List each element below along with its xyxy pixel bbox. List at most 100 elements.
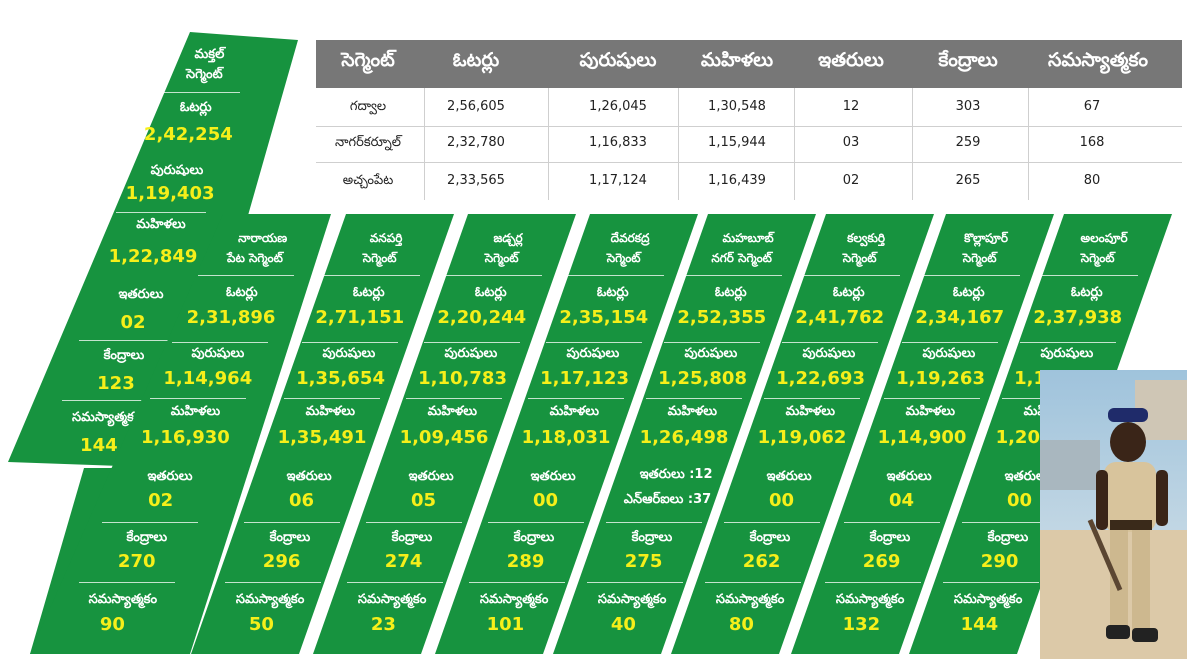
- problematic-label: సమస్యాత్మకం: [72, 410, 141, 425]
- cell: గద్వాల: [349, 99, 387, 114]
- divider: [678, 88, 679, 200]
- problematic-value: 90: [99, 614, 125, 635]
- header-men: పురుషులు: [579, 49, 657, 71]
- women-value: 1,09,456: [399, 427, 489, 448]
- men-value: 1,19,263: [896, 368, 985, 389]
- segment-name: సెగ్మెంట్: [185, 67, 223, 82]
- voters-label: ఓటర్లు: [352, 285, 385, 300]
- cell: 02: [842, 173, 860, 188]
- women-label: మహిళలు: [905, 404, 956, 419]
- divider: [794, 88, 795, 200]
- problematic-value: 23: [370, 614, 396, 635]
- others-label: ఇతరులు: [1004, 469, 1050, 484]
- divider: [825, 582, 922, 583]
- men-value: 1,25,808: [658, 368, 747, 389]
- centers-label: కేంద్రాలు: [869, 530, 911, 545]
- men-label: పురుషులు: [802, 346, 856, 361]
- men-label: పురుషులు: [150, 163, 204, 178]
- divider: [587, 582, 684, 583]
- cell: 1,26,045: [589, 99, 647, 114]
- voters-value: 2,52,355: [677, 307, 767, 328]
- divider: [197, 275, 294, 276]
- divider: [664, 342, 761, 343]
- centers-value: 262: [742, 551, 781, 572]
- divider: [406, 398, 503, 399]
- problematic-value: 80: [728, 614, 754, 635]
- divider: [366, 522, 463, 523]
- women-label: మహిళలు: [170, 404, 221, 419]
- divider: [1028, 88, 1029, 200]
- women-value: 1,19,062: [757, 427, 847, 448]
- divider: [62, 400, 153, 401]
- men-value: 1,10,783: [418, 368, 507, 389]
- cell: 12: [842, 99, 860, 114]
- men-value: 1,14,964: [163, 368, 253, 389]
- segment-name: సెగ్మెంట్: [362, 251, 397, 265]
- header-problematic: సమస్యాత్మకం: [1047, 49, 1149, 71]
- divider: [225, 582, 322, 583]
- divider: [548, 88, 549, 200]
- centers-label: కేంద్రాలు: [749, 530, 791, 545]
- segment-name: అలంపూర్: [1080, 231, 1128, 245]
- segment-name: సెగ్మెంట్: [842, 251, 877, 265]
- table-header: సెగ్మెంట్ ఓటర్లు పురుషులు మహిళలు ఇతరులు …: [316, 40, 1182, 88]
- divider: [705, 582, 802, 583]
- problematic-label: సమస్యాత్మకం: [235, 592, 305, 607]
- voters-value: 2,35,154: [559, 307, 649, 328]
- problematic-label: సమస్యాత్మకం: [357, 592, 427, 607]
- voters-label: ఓటర్లు: [832, 285, 865, 300]
- problematic-value: 40: [610, 614, 636, 635]
- cell: 67: [1083, 99, 1101, 114]
- divider: [323, 275, 420, 276]
- centers-value: 269: [862, 551, 901, 572]
- police-officer-photo: [1040, 370, 1187, 659]
- divider: [546, 342, 643, 343]
- divider: [150, 92, 241, 93]
- voters-value: 2,34,167: [915, 307, 1005, 328]
- men-value: 1,22,693: [776, 368, 865, 389]
- divider: [902, 342, 999, 343]
- problematic-value: 101: [486, 614, 525, 635]
- problematic-value: 50: [248, 614, 274, 635]
- cell: 1,30,548: [708, 99, 766, 114]
- centers-label: కేంద్రాలు: [103, 348, 145, 363]
- police-officer-image: [1040, 370, 1187, 659]
- divider: [347, 582, 444, 583]
- others-value: 00: [1006, 490, 1032, 511]
- men-label: పురుషులు: [191, 346, 245, 361]
- men-value: 1,19,403: [125, 183, 215, 204]
- centers-value: 290: [980, 551, 1019, 572]
- voters-value: 2,42,254: [143, 124, 233, 145]
- others-label: ఇతరులు: [408, 469, 454, 484]
- segment-name: సెగ్మెంట్: [1080, 251, 1115, 265]
- voters-label: ఓటర్లు: [1070, 285, 1103, 300]
- others-value: 06: [288, 490, 314, 511]
- others-value: 02: [120, 312, 146, 333]
- divider: [724, 522, 821, 523]
- segment-name: సెగ్మెంట్: [606, 251, 641, 265]
- segment-name: నగర్ సెగ్మెంట్: [711, 251, 772, 265]
- women-label: మహిళలు: [427, 404, 478, 419]
- header-women: మహిళలు: [700, 49, 774, 71]
- divider: [244, 522, 341, 523]
- cell: నాగర్‌కర్నూల్: [335, 135, 401, 150]
- problematic-label: సమస్యాత్మకం: [479, 592, 549, 607]
- others-value: 00: [768, 490, 794, 511]
- centers-label: కేంద్రాలు: [513, 530, 555, 545]
- problematic-label: సమస్యాత్మకం: [835, 592, 905, 607]
- others-value: 04: [888, 490, 914, 511]
- cell: 03: [842, 135, 860, 150]
- summary-table: సెగ్మెంట్ ఓటర్లు పురుషులు మహిళలు ఇతరులు …: [316, 40, 1182, 200]
- cell: 168: [1079, 135, 1105, 150]
- voters-label: ఓటర్లు: [714, 285, 747, 300]
- cell: 1,15,944: [708, 135, 766, 150]
- cell: 303: [955, 99, 981, 114]
- divider: [302, 342, 399, 343]
- divider: [316, 162, 1182, 163]
- others-label: ఇతరులు: [886, 469, 932, 484]
- men-label: పురుషులు: [1040, 346, 1094, 361]
- centers-label: కేంద్రాలు: [631, 530, 673, 545]
- divider: [79, 340, 170, 341]
- others-label: ఇతరులు :12: [639, 467, 713, 482]
- centers-value: 296: [262, 551, 301, 572]
